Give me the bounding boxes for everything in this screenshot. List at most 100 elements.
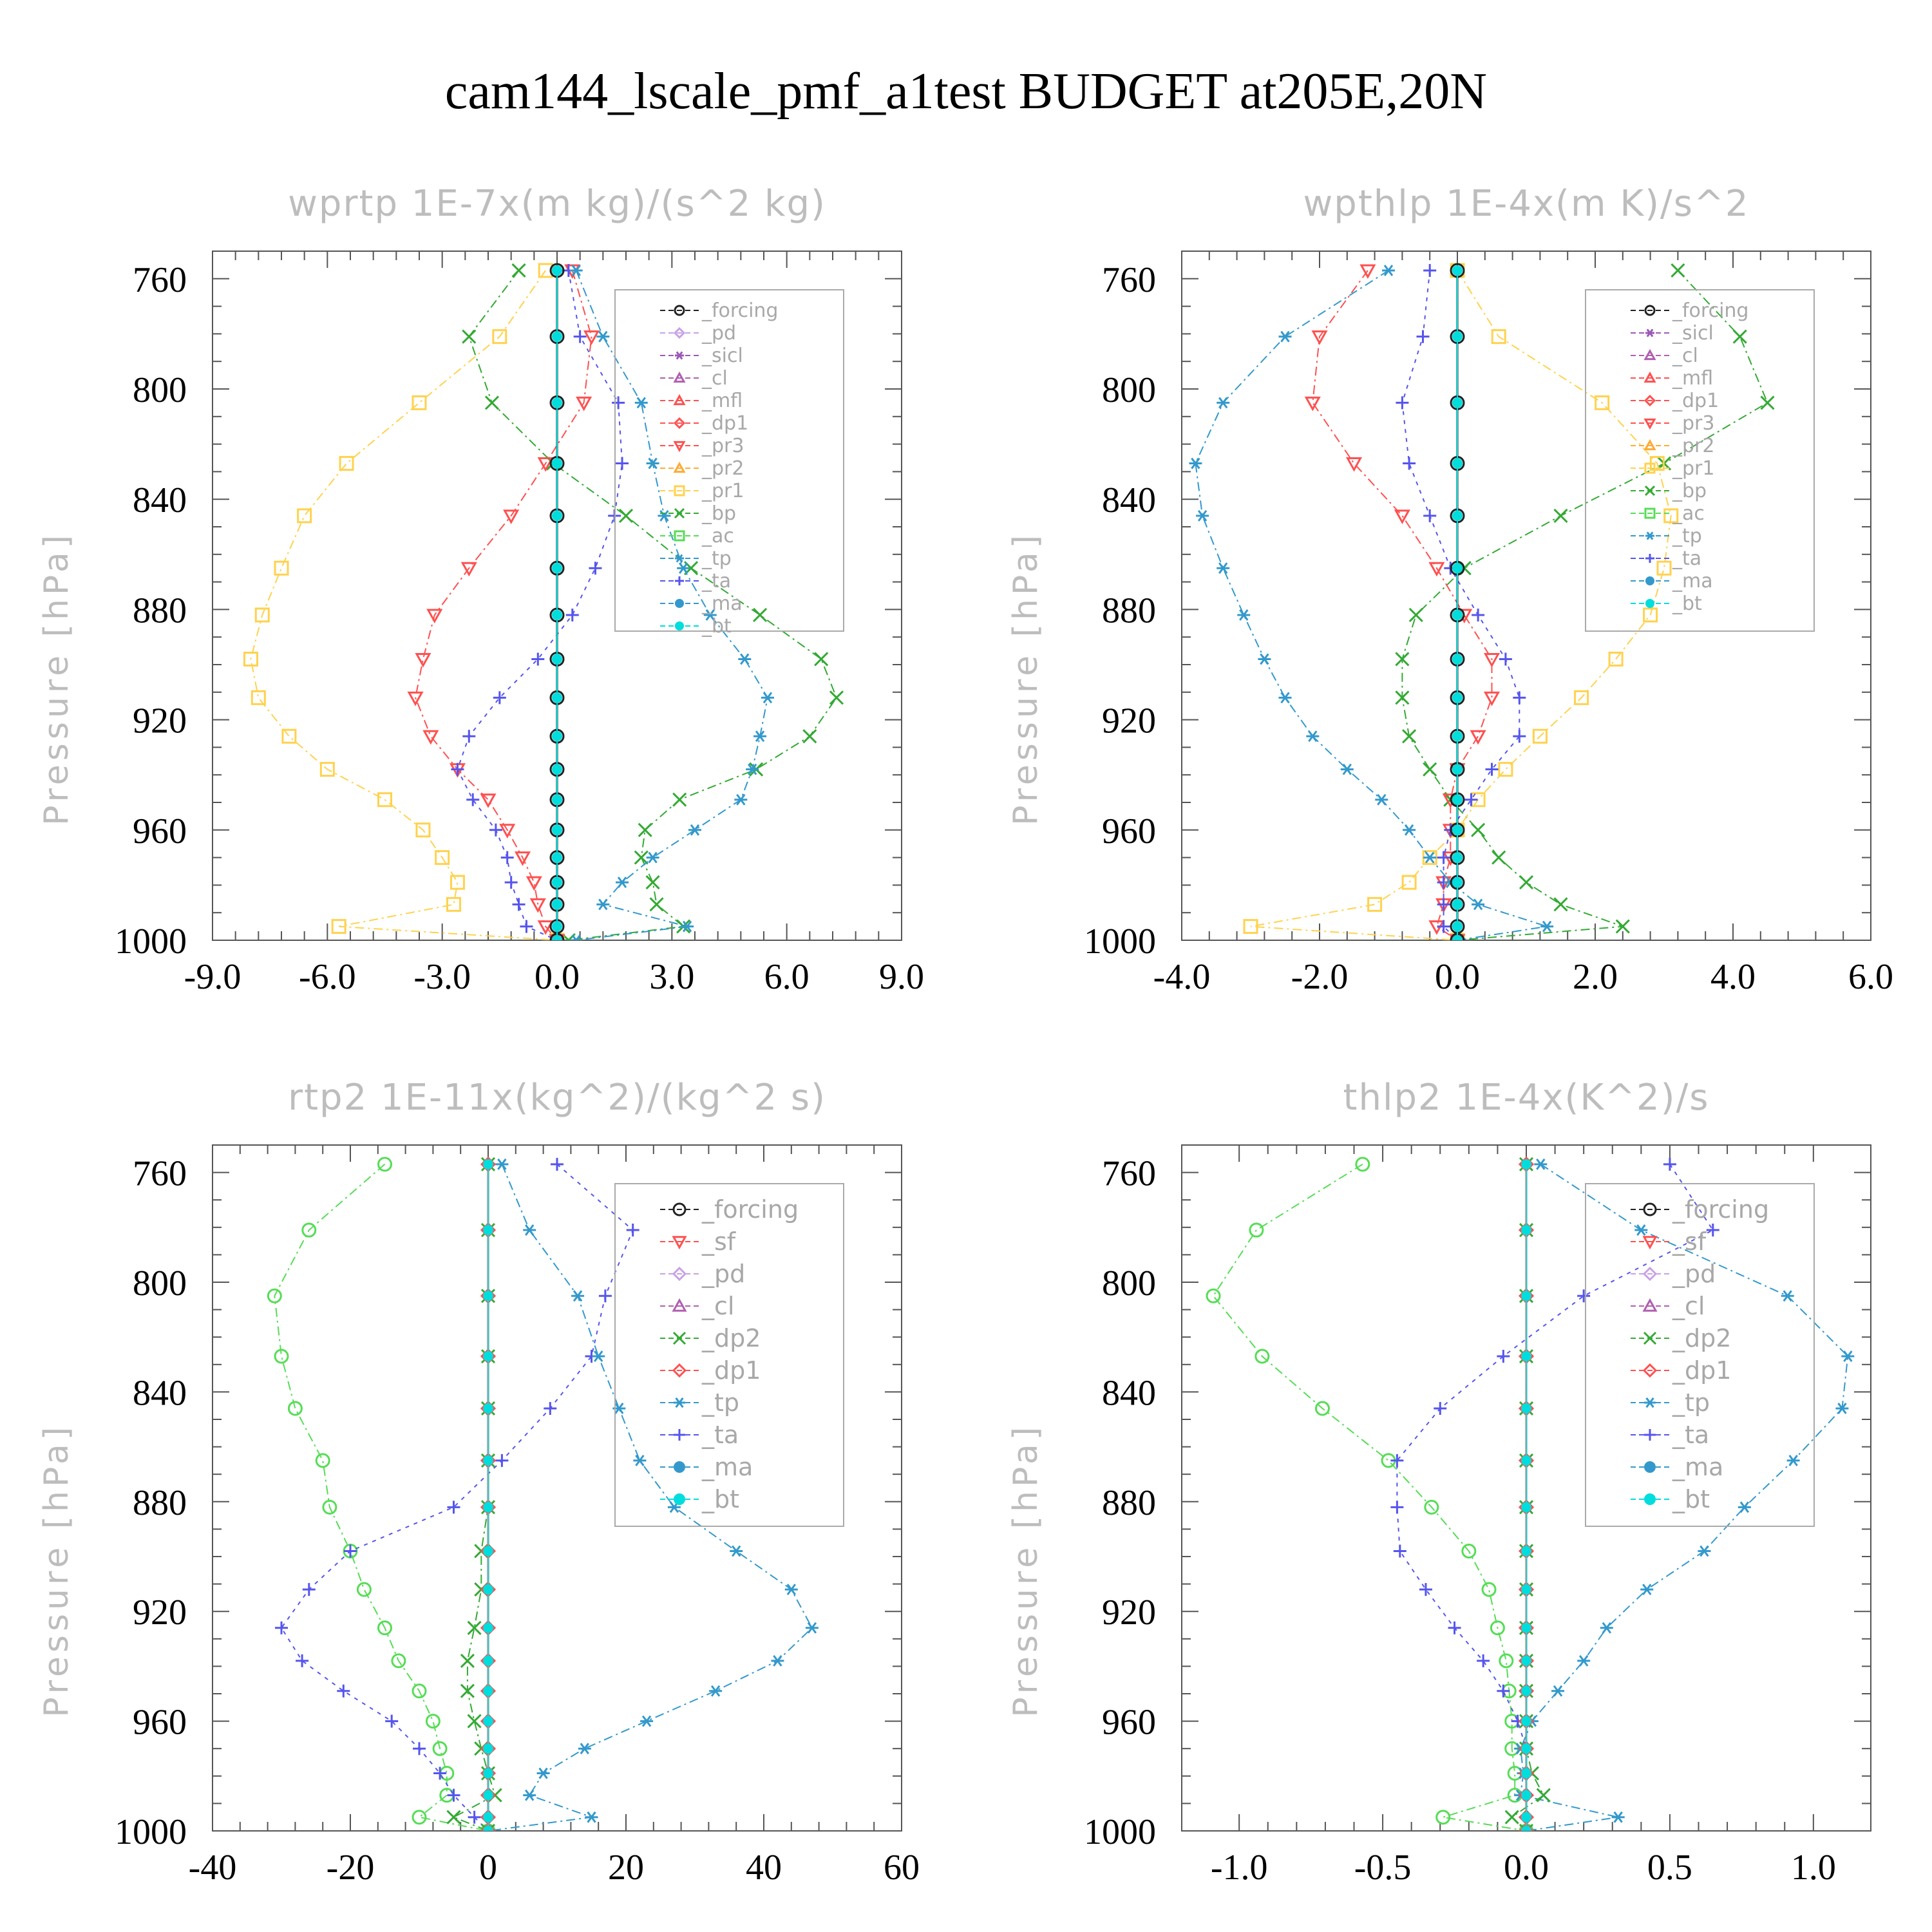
data-point xyxy=(1643,607,1658,623)
data-point xyxy=(585,1811,598,1823)
data-point xyxy=(677,562,690,574)
legend-label: _bt xyxy=(701,615,732,638)
legend-marker xyxy=(674,1461,685,1473)
y-tick-label: 840 xyxy=(133,480,187,520)
data-point xyxy=(573,330,587,343)
data-point xyxy=(1448,1621,1461,1634)
series-dp1 xyxy=(1206,1157,1534,1831)
data-point xyxy=(377,1157,392,1172)
data-point xyxy=(753,730,767,743)
data-point xyxy=(412,395,427,410)
data-point xyxy=(1595,395,1610,410)
data-point xyxy=(1403,824,1416,836)
data-point xyxy=(688,824,701,836)
data-point xyxy=(356,1582,372,1597)
series-dp2 xyxy=(446,1157,502,1831)
data-point xyxy=(569,265,583,276)
data-point xyxy=(1435,1810,1451,1825)
x-tick-label: -40 xyxy=(189,1848,237,1888)
legend-label: _cl xyxy=(701,1292,734,1320)
data-point xyxy=(589,562,602,575)
legend-label: _forcing xyxy=(1672,299,1748,322)
legend-marker xyxy=(1643,418,1656,430)
data-point xyxy=(339,456,354,471)
data-point xyxy=(1395,652,1410,667)
x-tick-label: 0 xyxy=(479,1848,497,1888)
data-point xyxy=(483,1225,493,1236)
data-point xyxy=(514,851,531,866)
data-point xyxy=(301,1222,317,1238)
legend-label: _mfl xyxy=(701,390,743,412)
data-point xyxy=(1477,1654,1490,1667)
legend-marker xyxy=(675,621,684,630)
data-point xyxy=(1521,1768,1531,1779)
x-tick-label: 40 xyxy=(746,1848,782,1888)
data-point xyxy=(1424,1499,1439,1515)
legend-label: _sf xyxy=(701,1227,737,1256)
legend-label: _pr2 xyxy=(701,457,744,480)
legend-marker xyxy=(673,327,686,339)
data-point xyxy=(1452,877,1463,888)
data-point xyxy=(1311,330,1328,345)
legend-box xyxy=(1585,289,1815,632)
y-tick-label: 960 xyxy=(133,811,187,851)
series-line xyxy=(457,270,623,940)
legend-box xyxy=(614,1183,844,1527)
legend-label: _dp2 xyxy=(701,1324,761,1352)
y-tick-label: 800 xyxy=(133,370,187,410)
data-point xyxy=(447,1788,460,1802)
y-tick-label: 840 xyxy=(1102,480,1156,520)
y-tick-label: 960 xyxy=(133,1703,187,1743)
data-point xyxy=(1340,763,1354,775)
data-point xyxy=(483,1768,493,1779)
data-point xyxy=(504,876,518,889)
data-point xyxy=(752,607,768,623)
x-tick-label: 0.0 xyxy=(1504,1848,1549,1888)
data-point xyxy=(784,1584,798,1596)
legend-marker xyxy=(1645,531,1654,540)
data-point xyxy=(483,1743,493,1754)
legend: _forcing _sf _pd _cl _dp2 _dp1 _tp _ta _ma _bt xyxy=(614,1183,844,1527)
data-point xyxy=(1600,1622,1613,1634)
legend-label: _pr3 xyxy=(1672,412,1714,435)
data-point xyxy=(412,1810,427,1825)
legend-label: _tp xyxy=(701,1388,739,1417)
data-point xyxy=(450,875,465,890)
x-tick-label: -9.0 xyxy=(184,957,242,997)
data-point xyxy=(1521,1502,1531,1513)
data-point xyxy=(1781,1290,1794,1302)
data-point xyxy=(552,692,562,703)
plot-area xyxy=(243,263,844,940)
data-point xyxy=(1437,898,1450,911)
legend-marker xyxy=(1644,305,1656,316)
series-tp xyxy=(482,1158,819,1831)
y-tick-label: 920 xyxy=(1102,701,1156,741)
legend-label: _pr1 xyxy=(701,480,744,502)
data-point xyxy=(1452,563,1463,574)
legend-marker xyxy=(1644,1429,1656,1441)
legend-marker xyxy=(1645,599,1654,608)
data-point xyxy=(1452,510,1463,521)
legend-label: _forcing xyxy=(701,299,778,322)
legend-marker xyxy=(1645,328,1654,337)
data-point xyxy=(1382,265,1395,276)
data-point xyxy=(1497,1350,1510,1363)
data-point xyxy=(483,1622,493,1633)
data-point xyxy=(433,1766,447,1780)
data-point xyxy=(1403,457,1416,470)
data-point xyxy=(596,898,610,911)
data-point xyxy=(1521,1291,1531,1302)
data-point xyxy=(1452,458,1463,469)
data-point xyxy=(1452,692,1463,703)
x-tick-label: 0.0 xyxy=(1435,957,1480,997)
y-tick-label: 800 xyxy=(1102,370,1156,410)
y-tick-label: 960 xyxy=(1102,811,1156,851)
legend-marker xyxy=(672,1236,687,1250)
legend-marker xyxy=(674,1429,685,1441)
series-pr1 xyxy=(1243,263,1679,940)
y-tick-label: 840 xyxy=(1102,1373,1156,1413)
y-axis-label: Pressure [hPa] xyxy=(37,531,76,826)
legend: _forcing_pd_sicl_cl_mfl_dp1_pr3_pr2_pr1_… xyxy=(614,289,844,638)
legend-label: _bp xyxy=(1672,480,1707,502)
data-point xyxy=(1521,1351,1531,1362)
